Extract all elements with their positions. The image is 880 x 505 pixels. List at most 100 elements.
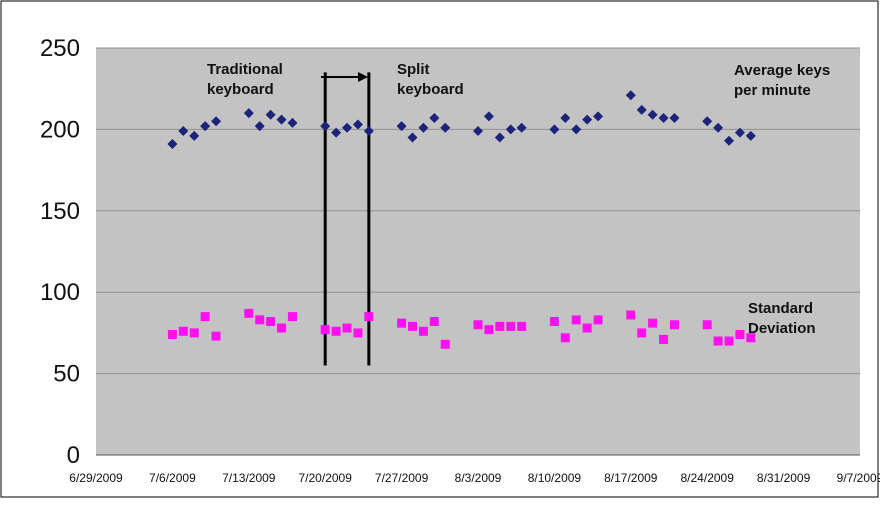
y-axis: 0 50 100 150 200 250 <box>40 35 80 469</box>
x-tick-label: 8/31/2009 <box>757 471 811 485</box>
std-dev-point <box>659 334 669 344</box>
standard-deviation-series <box>167 308 756 349</box>
std-dev-point <box>724 336 734 346</box>
avg-keys-point <box>494 132 505 143</box>
std-dev-point <box>549 317 559 327</box>
avg-keys-point <box>440 122 451 133</box>
avg-keys-point <box>178 126 189 137</box>
std-dev-point <box>746 333 756 343</box>
avg-keys-point <box>549 124 560 135</box>
std-dev-point <box>669 320 679 330</box>
avg-keys-point <box>560 113 571 124</box>
std-dev-point <box>593 315 603 325</box>
traditional-label-line2: keyboard <box>207 81 274 98</box>
std-dev-point <box>560 333 570 343</box>
avg-keys-point <box>407 132 418 143</box>
avg-keys-point <box>473 126 483 137</box>
avg-keys-point <box>713 122 724 133</box>
std-dev-point <box>418 326 428 336</box>
std-dev-point <box>648 318 658 328</box>
std-dev-point <box>571 315 581 325</box>
std-dev-point <box>200 312 210 322</box>
std-dev-point <box>429 317 439 327</box>
x-tick-label: 8/17/2009 <box>604 471 658 485</box>
avg-keys-point <box>331 127 342 138</box>
y-tick-label: 0 <box>67 442 80 469</box>
avg-keys-point <box>254 121 265 132</box>
x-tick-label: 7/6/2009 <box>149 471 196 485</box>
avg-keys-point <box>516 122 527 133</box>
std-dev-point <box>582 323 592 333</box>
y-tick-label: 150 <box>40 198 80 225</box>
y-tick-label: 200 <box>40 116 80 143</box>
std-dev-point <box>287 312 297 322</box>
y-tick-label: 50 <box>53 361 80 388</box>
avg-keys-point <box>734 127 745 138</box>
std-dev-point <box>473 320 483 330</box>
avg-keys-point <box>582 114 593 125</box>
avg-keys-point <box>702 116 713 127</box>
std-dev-point <box>713 336 723 346</box>
std-dev-point <box>211 331 221 341</box>
std-dev-point <box>495 321 505 331</box>
avg-label-line1: Average keys <box>734 62 830 79</box>
std-dev-point <box>353 328 363 338</box>
y-tick-label: 100 <box>40 279 80 306</box>
std-label-line1: Standard <box>748 300 813 317</box>
avg-keys-point <box>571 124 582 135</box>
x-tick-label: 8/10/2009 <box>528 471 582 485</box>
std-dev-point <box>397 318 407 328</box>
avg-keys-point <box>363 126 374 137</box>
avg-keys-point <box>429 113 440 124</box>
std-dev-point <box>277 323 287 333</box>
avg-keys-point <box>625 90 636 101</box>
avg-keys-point <box>189 130 200 141</box>
std-dev-point <box>342 323 352 333</box>
avg-keys-point <box>669 113 680 124</box>
std-dev-point <box>702 320 712 330</box>
avg-keys-point <box>265 109 276 120</box>
y-tick-label: 250 <box>40 35 80 62</box>
std-label-line2: Deviation <box>748 320 816 337</box>
std-dev-point <box>517 321 527 331</box>
std-dev-point <box>266 317 276 327</box>
std-dev-point <box>331 326 341 336</box>
std-dev-point <box>364 312 374 322</box>
avg-keys-point <box>211 116 222 127</box>
std-dev-point <box>440 339 450 349</box>
avg-keys-point <box>287 117 298 128</box>
std-dev-point <box>320 325 330 335</box>
avg-keys-point <box>647 109 658 120</box>
std-dev-point <box>189 328 199 338</box>
avg-keys-point <box>505 124 516 135</box>
std-dev-point <box>178 326 188 336</box>
std-dev-point <box>167 330 177 340</box>
avg-keys-point <box>200 121 211 132</box>
avg-keys-point <box>167 139 178 150</box>
x-tick-label: 7/27/2009 <box>375 471 429 485</box>
avg-keys-point <box>243 108 254 119</box>
std-dev-point <box>735 330 745 340</box>
std-dev-point <box>484 325 494 335</box>
right-arrow-icon <box>321 72 368 82</box>
x-tick-label: 8/3/2009 <box>455 471 502 485</box>
avg-keys-point <box>724 135 735 146</box>
std-dev-point <box>626 310 636 320</box>
avg-keys-point <box>483 111 494 122</box>
x-tick-label: 7/13/2009 <box>222 471 276 485</box>
avg-keys-point <box>276 114 287 125</box>
x-tick-label: 6/29/2009 <box>69 471 123 485</box>
avg-keys-point <box>745 130 756 141</box>
avg-keys-point <box>593 111 604 122</box>
x-axis: 6/29/2009 7/6/2009 7/13/2009 7/20/2009 7/27/… <box>69 471 880 485</box>
avg-keys-point <box>636 104 647 115</box>
avg-keys-point <box>418 122 429 133</box>
std-dev-point <box>244 308 254 318</box>
plot-area <box>96 48 860 455</box>
std-dev-point <box>255 315 265 325</box>
traditional-label-line1: Traditional <box>207 61 283 78</box>
std-dev-point <box>637 328 647 338</box>
avg-keys-point <box>320 121 331 132</box>
